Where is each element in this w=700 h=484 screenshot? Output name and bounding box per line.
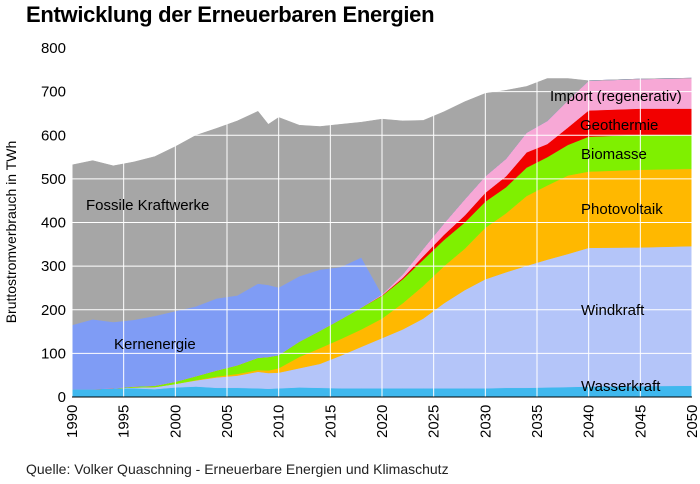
label-import: Import (regenerativ): [550, 88, 682, 105]
x-tick-label: 2025: [426, 405, 443, 438]
y-tick-label: 600: [41, 127, 66, 144]
y-tick-label: 300: [41, 258, 66, 275]
x-tick-label: 2010: [271, 405, 288, 438]
x-tick-label: 2015: [322, 405, 339, 438]
y-tick-label: 400: [41, 215, 66, 232]
label-fossile-kraftwerke: Fossile Kraftwerke: [86, 197, 209, 214]
x-tick-label: 1995: [116, 405, 133, 438]
x-tick-label: 2000: [167, 405, 184, 438]
y-tick-label: 100: [41, 345, 66, 362]
y-tick-label: 0: [58, 389, 66, 406]
x-tick-label: 2020: [374, 405, 391, 438]
label-photovoltaik: Photovoltaik: [581, 201, 663, 218]
x-tick-label: 2005: [219, 405, 236, 438]
label-kernenergie: Kernenergie: [114, 336, 196, 353]
y-axis-label: Bruttostromverbrauch in TWh: [3, 141, 19, 324]
x-tick-label: 2050: [684, 405, 700, 438]
y-tick-label: 800: [41, 40, 66, 57]
source-note: Quelle: Volker Quaschning - Erneuerbare …: [26, 461, 449, 477]
y-tick-labels: 0 100 200 300 400 500 600 700 800: [41, 40, 66, 406]
x-tick-labels: 1990 1995 2000 2005 2010 2015 2020 2025 2030 2035…: [64, 405, 700, 438]
x-tick-label: 2030: [477, 405, 494, 438]
label-geothermie: Geothermie: [580, 117, 658, 134]
x-tick-label: 2045: [632, 405, 649, 438]
y-tick-label: 500: [41, 171, 66, 188]
chart-title: Entwicklung der Erneuerbaren Energien: [26, 2, 435, 27]
label-windkraft: Windkraft: [581, 302, 645, 319]
x-tick-label: 2035: [529, 405, 546, 438]
x-tick-label: 1990: [64, 405, 81, 438]
label-wasserkraft: Wasserkraft: [581, 378, 661, 395]
x-tick-label: 2040: [581, 405, 598, 438]
label-biomasse: Biomasse: [581, 146, 647, 163]
grid-lines: [71, 47, 693, 397]
y-tick-label: 700: [41, 84, 66, 101]
y-tick-label: 200: [41, 302, 66, 319]
